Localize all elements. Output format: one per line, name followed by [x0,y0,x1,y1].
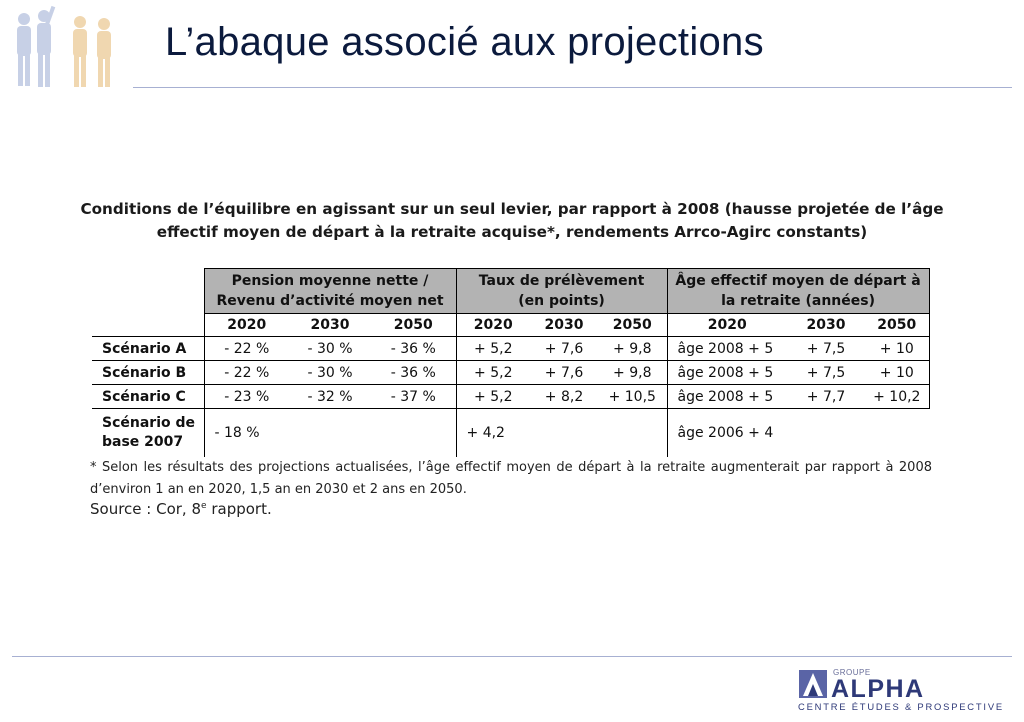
table-cell: - 18 % [203,408,289,457]
group-header-line: (en points) [518,293,605,309]
alpha-logo-mark-icon [799,670,827,698]
table-cell: - 36 % [371,336,457,361]
table-cell [787,409,865,458]
table-cell: âge 2008 + 5 [666,360,788,385]
group-header-line: Revenu d’activité moyen net [216,293,444,309]
group-header-line: la retraite (années) [721,293,875,309]
table-cell: - 37 % [371,384,457,409]
table-cell: + 7,5 [787,360,866,385]
table-cell [865,409,929,458]
row-label: Scénario A [92,336,204,361]
table-cell: + 8,2 [530,384,599,409]
year-header: 2020 [666,313,788,337]
group-header-row: Pension moyenne nette / Revenu d’activit… [92,268,930,314]
row-label-line: Scénario de [102,415,196,431]
table-cell: - 22 % [203,336,289,361]
group-header-line: Pension moyenne nette / [231,273,429,289]
projections-table: Pension moyenne nette / Revenu d’activit… [92,268,930,457]
year-header: 2050 [865,313,930,337]
table-cell: + 5,2 [455,336,531,361]
table-cell: - 30 % [289,360,371,385]
group-header-pension: Pension moyenne nette / Revenu d’activit… [203,268,457,314]
table-row: Scénario B - 22 % - 30 % - 36 % + 5,2 + … [92,360,930,385]
table-cell [289,409,371,458]
source-superscript: e [201,501,207,511]
table-cell: + 5,2 [455,384,531,409]
table-cell: + 4,2 [455,408,531,457]
year-header-blank [92,313,204,337]
table-cell: + 10,2 [865,384,930,409]
alpha-logo: GROUPE ALPHA CENTRE ÉTUDES & PROSPECTIVE [797,666,1015,716]
table-row: Scénario de base 2007 - 18 % + 4,2 âge 2… [92,408,929,458]
group-header-line: Taux de prélèvement [478,273,645,289]
table-cell: âge 2008 + 5 [666,384,788,409]
table-cell: - 36 % [371,360,457,385]
logo-subtitle: CENTRE ÉTUDES & PROSPECTIVE [798,701,1004,712]
slide-title: L’abaque associé aux projections [165,20,764,64]
table-cell [530,409,598,458]
group-header-taux: Taux de prélèvement (en points) [455,268,668,314]
table-row: Scénario A - 22 % - 30 % - 36 % + 5,2 + … [92,336,930,361]
table-row: Scénario C - 23 % - 32 % - 37 % + 5,2 + … [92,384,930,409]
source-prefix: Source : Cor, 8 [90,500,202,518]
row-label: Scénario de base 2007 [92,409,204,458]
table-cell: âge 2006 + 4 [666,408,788,457]
table-cell: + 7,7 [787,384,866,409]
table-cell: - 22 % [203,360,289,385]
table-cell: - 23 % [203,384,289,409]
table-cell: + 7,5 [787,336,866,361]
year-header: 2020 [455,313,531,337]
logo-groupe-text: GROUPE [833,668,871,677]
year-header: 2030 [530,313,599,337]
source-suffix: rapport. [206,500,272,518]
table-cell [598,409,667,458]
year-header: 2020 [203,313,289,337]
people-decoration-icon [8,4,120,94]
table-caption: Conditions de l’équilibre en agissant su… [80,198,944,244]
year-header: 2050 [371,313,457,337]
footer-divider [12,656,1012,657]
table-cell: - 32 % [289,384,371,409]
caption-line-1: Conditions de l’équilibre en agissant su… [80,200,944,218]
group-header-age: Âge effectif moyen de départ à la retrai… [666,268,930,314]
year-header: 2050 [598,313,668,337]
caption-line-2: effectif moyen de départ à la retraite a… [156,223,868,241]
title-divider [133,87,1012,88]
table-cell: + 9,8 [598,336,668,361]
source-note: Source : Cor, 8e rapport. [90,500,272,518]
row-label: Scénario C [92,384,204,409]
table-cell: + 10 [865,336,930,361]
table-cell: + 10 [865,360,930,385]
row-label-line: base 2007 [102,434,184,450]
table-cell: + 9,8 [598,360,668,385]
table-cell: + 5,2 [455,360,531,385]
logo-name: ALPHA [831,675,925,703]
table-cell: + 7,6 [530,360,599,385]
table-cell [371,409,456,458]
table-cell: - 30 % [289,336,371,361]
table-cell: âge 2008 + 5 [666,336,788,361]
row-label: Scénario B [92,360,204,385]
table-footnote: * Selon les résultats des projections ac… [90,460,932,497]
year-header-row: 2020 2030 2050 2020 2030 2050 2020 2030 … [92,313,930,337]
table-cell: + 7,6 [530,336,599,361]
year-header: 2030 [289,313,371,337]
group-header-line: Âge effectif moyen de départ à [675,273,921,289]
year-header: 2030 [787,313,866,337]
table-cell: + 10,5 [598,384,668,409]
